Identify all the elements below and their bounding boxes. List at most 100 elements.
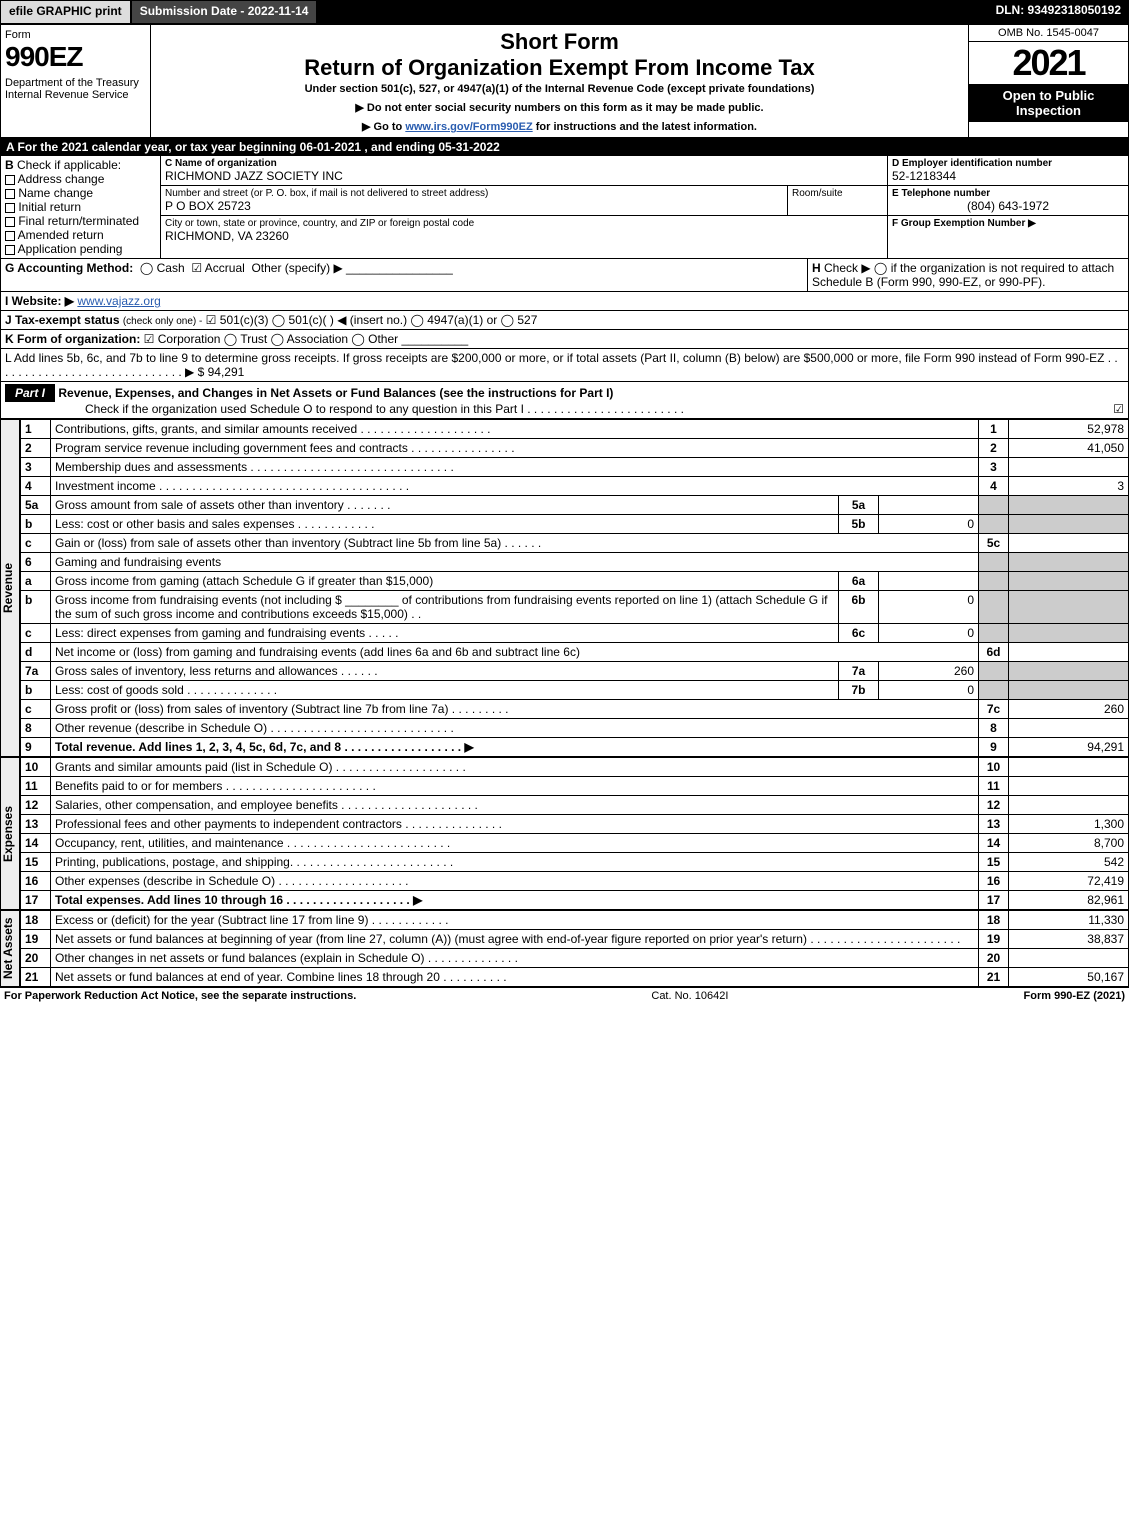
check-name-change[interactable] bbox=[5, 189, 15, 199]
l5c-v bbox=[1009, 534, 1129, 553]
note2-post: for instructions and the latest informat… bbox=[533, 121, 757, 133]
l6b-sn: 6b bbox=[839, 591, 879, 624]
omb-number: OMB No. 1545-0047 bbox=[969, 25, 1128, 42]
opt-amended: Amended return bbox=[18, 228, 104, 242]
col-b: B Check if applicable: Address change Na… bbox=[1, 156, 161, 258]
l5c-rn: 5c bbox=[979, 534, 1009, 553]
l-text: L Add lines 5b, 6c, and 7b to line 9 to … bbox=[5, 351, 1118, 379]
i-label: I Website: ▶ bbox=[5, 294, 74, 308]
l14-rn: 14 bbox=[979, 834, 1009, 853]
l20-t: Other changes in net assets or fund bala… bbox=[51, 949, 979, 968]
form-subtitle: Under section 501(c), 527, or 4947(a)(1)… bbox=[155, 83, 964, 95]
l5b-n: b bbox=[21, 515, 51, 534]
l15-t: Printing, publications, postage, and shi… bbox=[51, 853, 979, 872]
l20-rn: 20 bbox=[979, 949, 1009, 968]
l12-rn: 12 bbox=[979, 796, 1009, 815]
h-text: Check ▶ ◯ if the organization is not req… bbox=[812, 261, 1114, 289]
l5b-t: Less: cost or other basis and sales expe… bbox=[51, 515, 839, 534]
c-label: C Name of organization bbox=[165, 158, 883, 169]
l6d-n: d bbox=[21, 643, 51, 662]
l5b-sv: 0 bbox=[879, 515, 979, 534]
l6-gray bbox=[979, 553, 1009, 572]
ein-value: 52-1218344 bbox=[892, 169, 1124, 183]
check-initial-return[interactable] bbox=[5, 203, 15, 213]
check-final-return[interactable] bbox=[5, 217, 15, 227]
l11-n: 11 bbox=[21, 777, 51, 796]
l1-v: 52,978 bbox=[1009, 420, 1129, 439]
l2-rn: 2 bbox=[979, 439, 1009, 458]
l7c-t: Gross profit or (loss) from sales of inv… bbox=[51, 700, 979, 719]
g-other: Other (specify) ▶ bbox=[251, 261, 342, 275]
tax-year: 2021 bbox=[969, 42, 1128, 84]
l9-rn: 9 bbox=[979, 738, 1009, 757]
l7a-gray bbox=[979, 662, 1009, 681]
l2-v: 41,050 bbox=[1009, 439, 1129, 458]
l12-n: 12 bbox=[21, 796, 51, 815]
l6c-gray2 bbox=[1009, 624, 1129, 643]
l5b-gray bbox=[979, 515, 1009, 534]
check-pending[interactable] bbox=[5, 245, 15, 255]
l19-n: 19 bbox=[21, 930, 51, 949]
l7a-sn: 7a bbox=[839, 662, 879, 681]
l7c-v: 260 bbox=[1009, 700, 1129, 719]
l7b-gray bbox=[979, 681, 1009, 700]
efile-print-button[interactable]: efile GRAPHIC print bbox=[0, 0, 131, 24]
dln-label: DLN: 93492318050192 bbox=[988, 0, 1129, 24]
submission-date-button[interactable]: Submission Date - 2022-11-14 bbox=[131, 0, 318, 24]
form-number: 990EZ bbox=[5, 41, 146, 73]
l4-n: 4 bbox=[21, 477, 51, 496]
l15-rn: 15 bbox=[979, 853, 1009, 872]
section-i: I Website: ▶ www.vajazz.org bbox=[0, 292, 1129, 311]
j-opts: ☑ 501(c)(3) ◯ 501(c)( ) ◀ (insert no.) ◯… bbox=[206, 313, 538, 327]
l4-v: 3 bbox=[1009, 477, 1129, 496]
l6c-sn: 6c bbox=[839, 624, 879, 643]
irs-link[interactable]: www.irs.gov/Form990EZ bbox=[405, 121, 532, 133]
part1-tab: Part I bbox=[5, 384, 55, 402]
b-label: B bbox=[5, 158, 14, 172]
form-label: Form bbox=[5, 29, 146, 41]
expenses-vlabel: Expenses bbox=[0, 757, 20, 910]
l20-n: 20 bbox=[21, 949, 51, 968]
street-label: Number and street (or P. O. box, if mail… bbox=[165, 188, 783, 199]
l18-rn: 18 bbox=[979, 911, 1009, 930]
check-address-change[interactable] bbox=[5, 175, 15, 185]
l18-n: 18 bbox=[21, 911, 51, 930]
l15-n: 15 bbox=[21, 853, 51, 872]
e-label: E Telephone number bbox=[892, 188, 1124, 199]
l6a-gray2 bbox=[1009, 572, 1129, 591]
j-sub: (check only one) - bbox=[123, 316, 202, 327]
l3-v bbox=[1009, 458, 1129, 477]
k-label: K Form of organization: bbox=[5, 332, 140, 346]
l5a-sn: 5a bbox=[839, 496, 879, 515]
l19-t: Net assets or fund balances at beginning… bbox=[51, 930, 979, 949]
part1-header-row: Part I Revenue, Expenses, and Changes in… bbox=[0, 382, 1129, 419]
l6c-n: c bbox=[21, 624, 51, 643]
l9-t: Total revenue. Add lines 1, 2, 3, 4, 5c,… bbox=[51, 738, 979, 757]
part1-checkbox[interactable]: ☑ bbox=[1113, 402, 1124, 416]
check-amended[interactable] bbox=[5, 231, 15, 241]
j-label: J Tax-exempt status bbox=[5, 313, 120, 327]
l4-t: Investment income . . . . . . . . . . . … bbox=[51, 477, 979, 496]
l7c-n: c bbox=[21, 700, 51, 719]
netassets-block: Net Assets 18Excess or (deficit) for the… bbox=[0, 910, 1129, 987]
l6b-gray2 bbox=[1009, 591, 1129, 624]
revenue-vlabel: Revenue bbox=[0, 419, 20, 757]
l7a-sv: 260 bbox=[879, 662, 979, 681]
form-title: Return of Organization Exempt From Incom… bbox=[155, 55, 964, 81]
b-check-label: Check if applicable: bbox=[17, 158, 121, 172]
l5b-gray2 bbox=[1009, 515, 1129, 534]
l11-rn: 11 bbox=[979, 777, 1009, 796]
website-link[interactable]: www.vajazz.org bbox=[77, 294, 160, 308]
opt-final: Final return/terminated bbox=[18, 214, 139, 228]
l5c-n: c bbox=[21, 534, 51, 553]
col-h: H Check ▶ ◯ if the organization is not r… bbox=[808, 259, 1128, 291]
l12-t: Salaries, other compensation, and employ… bbox=[51, 796, 979, 815]
page-footer: For Paperwork Reduction Act Notice, see … bbox=[0, 987, 1129, 1004]
l4-rn: 4 bbox=[979, 477, 1009, 496]
department-label: Department of the Treasury Internal Reve… bbox=[5, 77, 146, 101]
l21-t: Net assets or fund balances at end of ye… bbox=[51, 968, 979, 987]
l13-v: 1,300 bbox=[1009, 815, 1129, 834]
expenses-table: 10Grants and similar amounts paid (list … bbox=[20, 757, 1129, 910]
expenses-block: Expenses 10Grants and similar amounts pa… bbox=[0, 757, 1129, 910]
k-opts: ☑ Corporation ◯ Trust ◯ Association ◯ Ot… bbox=[144, 332, 398, 346]
